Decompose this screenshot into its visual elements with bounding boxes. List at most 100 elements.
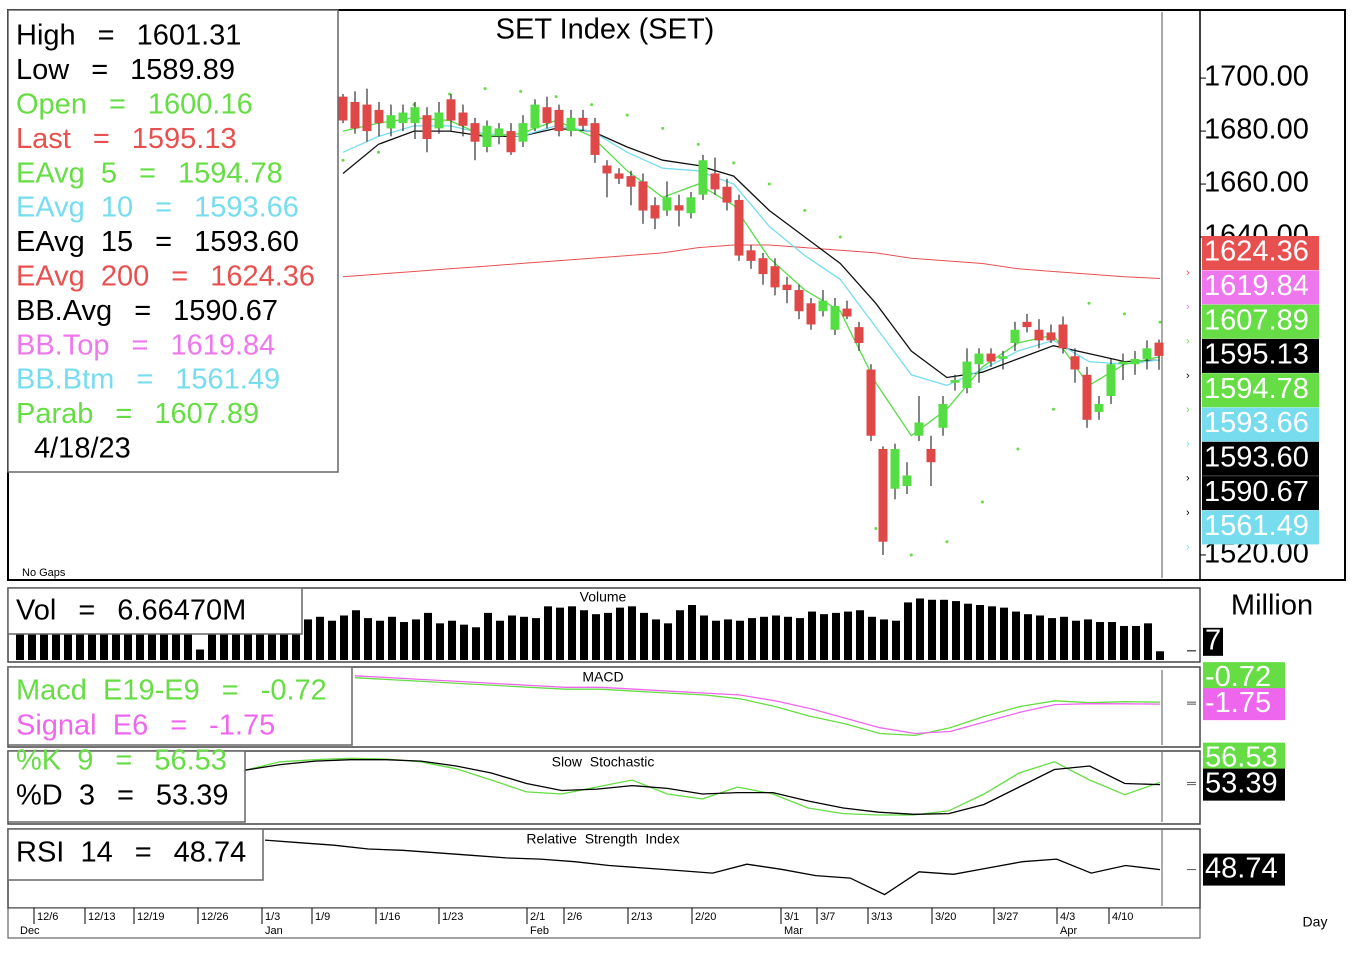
info-label: EAvg 5 (16, 157, 117, 189)
volume-bar (472, 627, 480, 660)
x-tick-label: 2/1 (530, 911, 545, 923)
x-tick-label: 3/13 (871, 911, 892, 923)
candle-body (590, 123, 600, 155)
info-label: EAvg 200 (16, 260, 149, 292)
value-box (1202, 373, 1319, 408)
volume-bar (556, 607, 564, 660)
volume-bar (256, 620, 264, 660)
chart-title: SET Index (SET) (496, 14, 715, 46)
candle-body (662, 197, 672, 211)
candle-body (410, 107, 420, 124)
candle-body (1106, 364, 1116, 396)
info-equals: = (115, 398, 132, 430)
parabolic-dot (1087, 301, 1091, 305)
volume-bar (832, 612, 840, 660)
candle-body (794, 290, 804, 312)
candle-body (1094, 403, 1104, 412)
indicator-line (244, 759, 1161, 815)
volume-bar (892, 620, 900, 660)
volume-bar (880, 619, 888, 660)
candle-body (974, 353, 984, 365)
readout-label: -0.72 (1205, 661, 1271, 693)
x-tick-label: 2/6 (567, 911, 582, 923)
info-value: 1624.36 (210, 260, 315, 292)
info-equals: = (171, 260, 188, 292)
value-box (1202, 441, 1319, 476)
candle-body (494, 128, 504, 137)
value-box (1202, 476, 1319, 511)
y-tick-label: 1660.00 (1204, 167, 1309, 199)
info-value: 6.66470M (117, 595, 246, 627)
x-tick-label: 4/10 (1112, 911, 1133, 923)
candle-body (1154, 342, 1164, 356)
volume-bar (940, 599, 948, 660)
info-label: Macd E19-E9 (16, 675, 200, 707)
volume-tick-label: 7 (1205, 624, 1221, 656)
value-box-label: 1593.60 (1204, 441, 1309, 473)
arrow: › (1186, 541, 1190, 553)
info-label: Parab (16, 398, 93, 430)
x-tick-label: 12/13 (88, 911, 116, 923)
info-equals: = (139, 157, 156, 189)
candle-body (374, 109, 384, 124)
info-equals: = (136, 364, 153, 396)
volume-bar (1144, 623, 1152, 660)
candle-body (1070, 356, 1080, 370)
candle-body (626, 176, 636, 187)
value-box (1202, 407, 1319, 442)
parabolic-dot (625, 113, 629, 117)
parabolic-dot (732, 161, 736, 165)
info-value: 1619.84 (170, 329, 275, 361)
volume-bar (436, 623, 444, 660)
volume-bar (1108, 622, 1116, 660)
volume-bar (904, 602, 912, 660)
volume-bar (124, 628, 132, 660)
x-tick-label: 3/1 (784, 911, 799, 923)
date-axis (7, 907, 1201, 939)
info-label: %D 3 (16, 780, 95, 812)
info-equals: = (109, 88, 126, 120)
info-label: Low (16, 54, 70, 86)
arrow: › (1186, 404, 1190, 416)
volume-bar (220, 619, 228, 660)
candle-body (506, 131, 516, 153)
info-date: 4/18/23 (34, 432, 131, 464)
volume-bar (76, 624, 84, 660)
info-value: 1561.49 (175, 364, 280, 396)
readout-box (1203, 768, 1285, 801)
readout-label: -1.75 (1205, 687, 1271, 719)
parabolic-dot (377, 150, 381, 154)
candle-body (674, 205, 684, 211)
volume-bar (652, 619, 660, 660)
volume-bar (568, 606, 576, 660)
candle-body (998, 356, 1008, 359)
candle-body (830, 305, 840, 330)
info-label: %K 9 (16, 745, 93, 777)
candle-body (950, 380, 960, 383)
candle-body (470, 123, 480, 142)
month-label: Apr (1060, 925, 1077, 937)
x-axis-title: Day (1303, 914, 1328, 930)
candle-body (422, 115, 432, 140)
candle-body (1046, 332, 1056, 341)
info-equals: = (98, 20, 115, 52)
volume-bar (316, 616, 324, 660)
x-tick-label: 1/3 (265, 911, 280, 923)
volume-bar (424, 612, 432, 660)
info-equals: = (170, 710, 187, 742)
volume-bar (796, 618, 804, 660)
volume-bar (268, 624, 276, 660)
x-tick-label: 3/7 (820, 911, 835, 923)
volume-bar (640, 612, 648, 660)
candle-body (818, 300, 828, 312)
parabolic-dot (341, 158, 345, 162)
volume-unit: Million (1231, 590, 1313, 622)
candle-body (446, 99, 456, 121)
candle-body (722, 186, 732, 203)
volume-bar (64, 622, 72, 660)
parabolic-dot (803, 209, 807, 213)
readout-box (1203, 853, 1285, 886)
x-tick-label: 4/3 (1060, 911, 1075, 923)
volume-bar (244, 623, 252, 660)
volume-bar (1060, 616, 1068, 660)
